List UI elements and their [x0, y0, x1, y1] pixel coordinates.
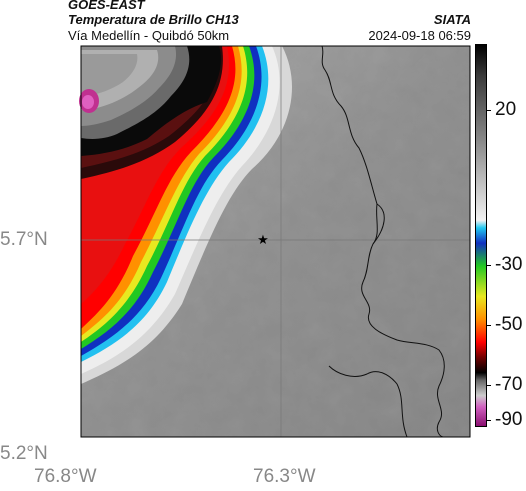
colorbar-label: -50 [495, 314, 523, 335]
colorbar-label: -90 [495, 409, 523, 430]
lon-label: 76.8°W [34, 466, 97, 487]
colorbar-tick [486, 325, 491, 326]
star-icon: ★ [257, 233, 269, 248]
colorbar-tick [486, 265, 491, 266]
lat-label: 5.2°N [0, 443, 48, 464]
colorbar-label: 20 [495, 99, 517, 120]
temperature-colorbar [475, 44, 487, 427]
colorbar-tick [486, 110, 491, 111]
satellite-title: GOES-EAST [68, 0, 145, 12]
department-boundary-south [328, 365, 408, 438]
colorbar-tick [486, 420, 491, 421]
satellite-map: ★ [79, 45, 471, 438]
colorbar-label: -70 [495, 374, 523, 395]
lon-label: 76.3°W [253, 466, 316, 487]
lat-label: 5.7°N [0, 229, 48, 250]
product-title: Temperatura de Brillo CH13 [68, 12, 239, 27]
colorbar-tick [486, 385, 491, 386]
source-label: SIATA [433, 12, 471, 27]
department-boundary [321, 45, 445, 438]
colorbar-label: -30 [495, 254, 523, 275]
datetime-label: 2024-09-18 06:59 [368, 28, 471, 43]
region-subtitle: Vía Medellín - Quibdó 50km [68, 28, 230, 43]
